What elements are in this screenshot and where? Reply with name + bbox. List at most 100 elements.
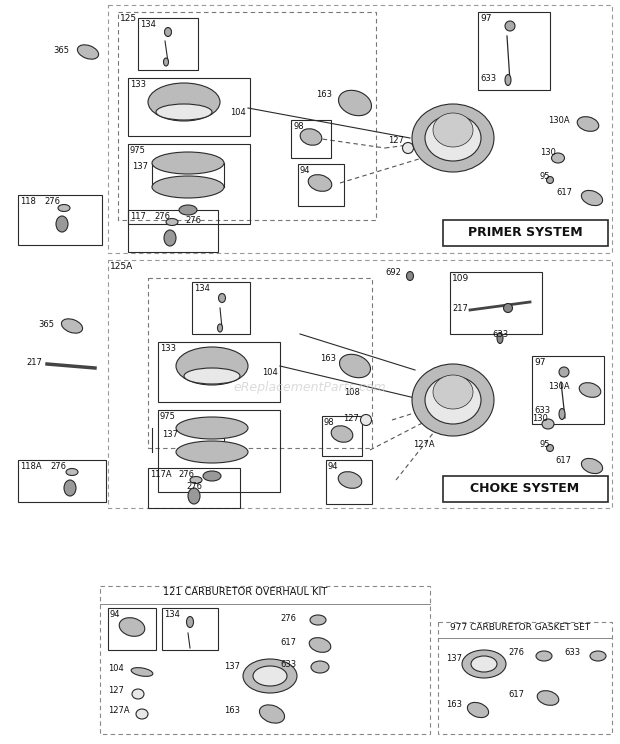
Text: 133: 133 [130,80,146,89]
Ellipse shape [164,230,176,246]
Text: 117A: 117A [150,470,172,479]
Text: 276: 276 [50,462,66,471]
Bar [478,12,550,90]
Bar [128,144,250,224]
Ellipse shape [176,347,248,385]
Text: PRIMER SYSTEM: PRIMER SYSTEM [467,226,582,240]
Ellipse shape [412,364,494,436]
Text: 127: 127 [108,686,124,695]
Text: 163: 163 [224,706,240,715]
Ellipse shape [61,319,82,333]
Text: 276: 276 [44,197,60,206]
Bar [438,622,612,734]
Ellipse shape [497,333,503,344]
Bar [128,210,218,252]
Ellipse shape [259,705,285,723]
Ellipse shape [546,444,554,452]
Bar [18,460,106,502]
Ellipse shape [176,417,248,439]
Text: 97: 97 [534,358,546,367]
Text: 217: 217 [452,304,468,313]
Ellipse shape [148,83,220,121]
Ellipse shape [505,74,511,86]
Text: 163: 163 [320,354,336,363]
Text: 617: 617 [280,638,296,647]
Text: 276: 276 [280,614,296,623]
Ellipse shape [243,659,297,693]
Bar [108,5,612,253]
Ellipse shape [179,205,197,215]
Text: 617: 617 [556,188,572,197]
Text: 692: 692 [385,268,401,277]
Text: 137: 137 [446,654,462,663]
Ellipse shape [184,368,240,384]
Text: 95: 95 [540,172,551,181]
Ellipse shape [340,354,371,378]
Ellipse shape [462,650,506,678]
Text: 617: 617 [508,690,524,699]
Text: 127: 127 [343,414,359,423]
Bar [18,195,102,245]
Ellipse shape [582,458,603,474]
Ellipse shape [579,382,601,397]
Ellipse shape [218,293,226,303]
Text: 104: 104 [262,368,278,377]
Text: 137: 137 [224,662,240,671]
Text: 975: 975 [160,412,176,421]
Ellipse shape [309,638,331,652]
Ellipse shape [176,441,248,463]
Text: 617: 617 [555,456,571,465]
Bar [148,468,240,508]
Ellipse shape [56,216,68,232]
Bar [532,356,604,424]
Ellipse shape [407,272,414,280]
Ellipse shape [119,618,145,636]
Text: 134: 134 [140,20,156,29]
Text: 134: 134 [164,610,180,619]
Bar [108,260,612,508]
Ellipse shape [433,375,473,409]
Text: 163: 163 [316,90,332,99]
Text: 365: 365 [53,46,69,55]
Text: 95: 95 [540,440,551,449]
Ellipse shape [253,666,287,686]
Ellipse shape [164,28,172,36]
Bar [326,460,372,504]
Bar [158,410,280,492]
Bar [158,342,280,402]
Text: 133: 133 [160,344,176,353]
Ellipse shape [310,615,326,625]
Ellipse shape [164,58,169,66]
Text: 365: 365 [38,320,54,329]
Ellipse shape [300,129,322,145]
Text: 118A: 118A [20,462,42,471]
Text: 127A: 127A [413,440,435,449]
Ellipse shape [402,143,414,153]
Text: 633: 633 [492,330,508,339]
Ellipse shape [552,153,564,163]
Bar [148,278,372,448]
Ellipse shape [536,651,552,661]
Bar [100,586,430,734]
Bar [291,120,331,158]
Text: 276: 276 [154,212,170,221]
Text: 137: 137 [162,430,178,439]
Text: eReplacementParts.com: eReplacementParts.com [234,382,386,394]
Text: 633: 633 [534,406,550,415]
Ellipse shape [190,476,202,484]
Ellipse shape [577,117,599,132]
Ellipse shape [425,115,481,161]
Bar [443,476,608,502]
Text: 104: 104 [108,664,124,673]
Ellipse shape [559,408,565,420]
Ellipse shape [131,667,153,676]
Text: 94: 94 [300,166,311,175]
Ellipse shape [542,419,554,429]
Bar [162,608,218,650]
Text: 130A: 130A [548,382,570,391]
Text: 137: 137 [132,162,148,171]
Ellipse shape [582,190,603,205]
Text: 276: 276 [508,648,524,657]
Text: 975: 975 [130,146,146,155]
Ellipse shape [132,689,144,699]
